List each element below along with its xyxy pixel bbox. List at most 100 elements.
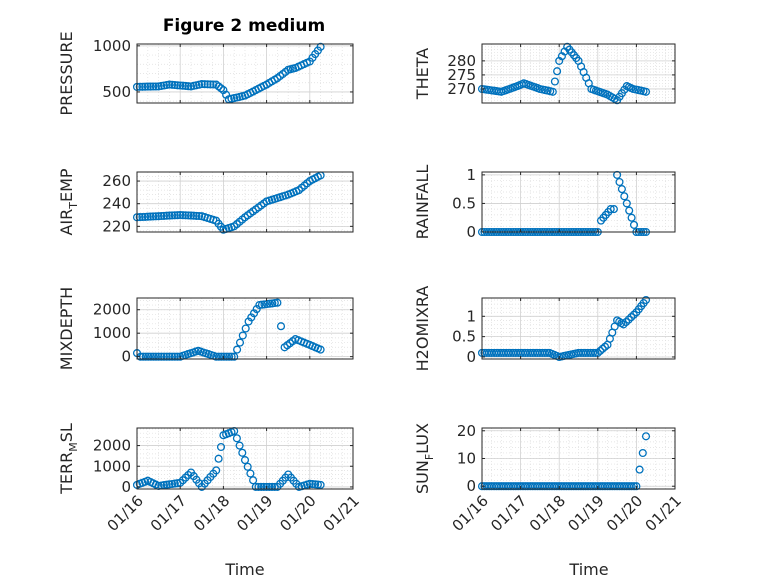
y-tick-label: 0 xyxy=(466,348,476,366)
data-point xyxy=(165,352,174,361)
data-point xyxy=(235,441,244,450)
data-point xyxy=(149,82,158,91)
data-point xyxy=(267,482,277,491)
data-point xyxy=(632,482,641,491)
data-point xyxy=(216,84,226,93)
y-axis-label: AIRTEMP xyxy=(57,168,80,235)
data-point xyxy=(184,211,193,220)
data-point xyxy=(219,352,228,361)
data-point xyxy=(316,345,325,354)
y-tick-label: 275 xyxy=(447,66,476,84)
data-point xyxy=(165,480,174,489)
data-point xyxy=(162,352,171,361)
data-point xyxy=(170,211,179,220)
data-point xyxy=(548,87,557,96)
data-point xyxy=(181,81,190,90)
y-tick-label: 240 xyxy=(102,195,131,213)
data-point xyxy=(243,462,252,471)
y-tick-label: 2000 xyxy=(93,437,131,455)
data-point xyxy=(609,205,618,214)
data-point xyxy=(606,205,615,214)
data-point xyxy=(162,211,171,220)
data-point xyxy=(600,342,610,351)
data-point xyxy=(238,331,247,340)
data-point xyxy=(622,199,631,208)
data-point xyxy=(209,80,218,89)
data-point xyxy=(203,80,212,89)
data-point xyxy=(189,211,198,220)
data-point xyxy=(276,322,286,331)
axes-box xyxy=(136,43,354,104)
data-point xyxy=(273,298,282,307)
y-tick-label: 1000 xyxy=(93,457,131,475)
data-point xyxy=(168,211,177,220)
data-point xyxy=(200,80,209,89)
data-point xyxy=(138,212,147,222)
data-point xyxy=(262,482,271,491)
data-point xyxy=(206,80,215,89)
data-point xyxy=(596,346,605,355)
y-tick-label: 2000 xyxy=(93,301,131,319)
data-point xyxy=(617,185,626,194)
data-point xyxy=(157,211,166,221)
y-tick-label: 220 xyxy=(102,217,131,235)
y-axis-label: SUNFLUX xyxy=(413,423,436,494)
data-point xyxy=(641,295,651,305)
data-point xyxy=(620,192,629,201)
axes-box xyxy=(481,43,676,104)
data-point xyxy=(257,482,266,491)
data-point xyxy=(168,352,177,361)
axes-box xyxy=(136,171,354,233)
y-tick-label: 1 xyxy=(466,166,476,184)
figure-title: Figure 2 medium xyxy=(163,16,325,36)
axes-box xyxy=(481,171,676,233)
data-point xyxy=(249,476,258,485)
y-tick-label: 280 xyxy=(447,52,476,70)
data-point xyxy=(151,82,160,91)
data-point xyxy=(192,211,201,220)
data-point xyxy=(635,465,644,474)
y-axis-label: H2OMIXRA xyxy=(413,286,432,372)
data-point xyxy=(259,482,268,491)
data-point xyxy=(178,81,187,90)
data-point xyxy=(135,82,144,91)
data-point xyxy=(240,456,250,465)
data-point xyxy=(214,454,223,463)
y-tick-label: 0.5 xyxy=(452,328,476,346)
data-point xyxy=(313,480,322,489)
data-point xyxy=(316,42,325,51)
data-point xyxy=(627,482,636,491)
y-tick-label: 1000 xyxy=(93,37,131,55)
y-axis-label: TERRMSL xyxy=(57,423,80,495)
data-point xyxy=(173,211,182,220)
data-point xyxy=(641,87,651,96)
data-point xyxy=(629,310,638,319)
data-point xyxy=(627,213,636,222)
data-point xyxy=(181,211,190,220)
data-point xyxy=(173,81,182,90)
data-point xyxy=(627,313,636,322)
data-point xyxy=(143,82,152,91)
data-point xyxy=(197,80,206,89)
data-point xyxy=(149,212,158,221)
data-point xyxy=(316,480,325,489)
y-tick-label: 500 xyxy=(102,83,131,101)
data-point xyxy=(141,82,150,91)
data-point xyxy=(146,352,155,361)
data-point xyxy=(308,480,317,489)
y-tick-label: 10 xyxy=(457,450,476,468)
data-point xyxy=(550,77,559,86)
data-point xyxy=(165,211,174,220)
data-point xyxy=(141,352,150,361)
data-point xyxy=(591,348,600,357)
data-point xyxy=(622,317,631,327)
data-point xyxy=(144,352,153,361)
panel-h2omixra: 0 0.5 1 H2OMIXRA xyxy=(413,286,676,372)
data-point xyxy=(238,448,247,457)
data-point xyxy=(624,315,633,324)
data-point xyxy=(146,212,155,221)
y-tick-label: 0 xyxy=(121,348,131,366)
data-point xyxy=(138,82,147,91)
data-point xyxy=(265,482,274,491)
